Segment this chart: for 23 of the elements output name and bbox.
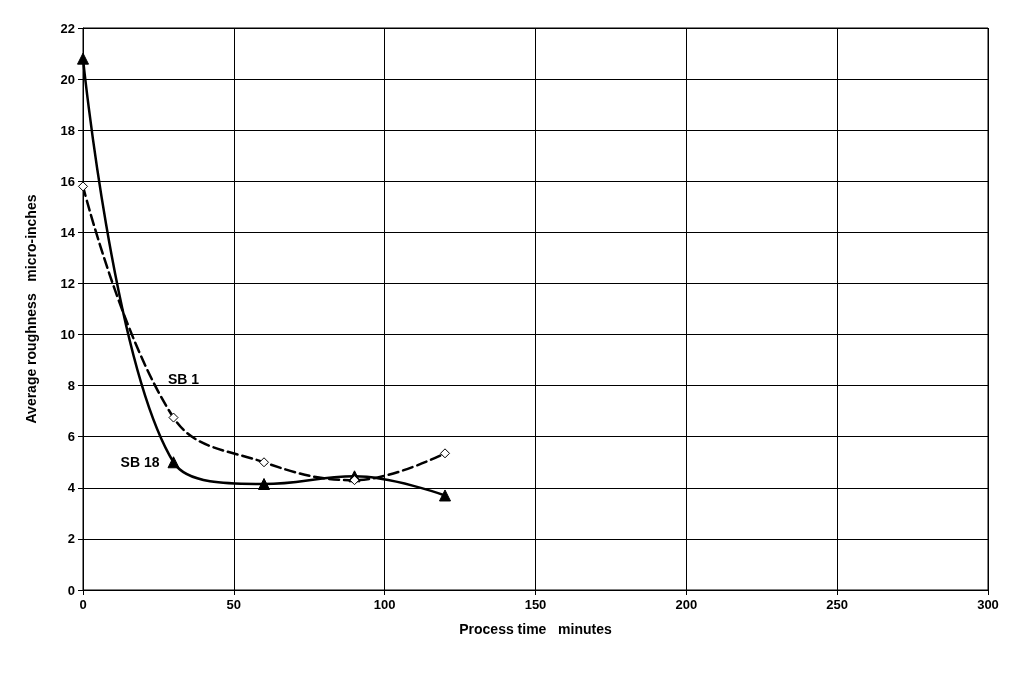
y-tick-label: 0	[67, 582, 75, 598]
x-tick-label: 300	[977, 597, 999, 612]
x-tick-label: 50	[226, 597, 242, 612]
y-tick-label: 8	[67, 378, 75, 394]
series-label: SB 18	[120, 454, 160, 471]
x-tick-label: 200	[675, 597, 698, 612]
y-tick-label: 20	[60, 71, 75, 87]
y-axis-title: Average roughness micro-inches	[23, 194, 39, 424]
y-tick-label: 10	[60, 327, 75, 343]
x-axis-title: Process time minutes	[459, 621, 612, 637]
y-tick-label: 22	[60, 20, 75, 36]
x-tick-label: 150	[524, 597, 547, 612]
y-tick-label: 4	[67, 480, 76, 496]
y-tick-label: 14	[60, 224, 76, 240]
x-tick-label: 100	[373, 597, 396, 612]
y-tick-label: 12	[60, 275, 75, 291]
y-tick-label: 16	[60, 173, 75, 189]
y-tick-label: 2	[67, 531, 75, 547]
y-tick-label: 18	[60, 122, 75, 138]
x-tick-label: 250	[826, 597, 849, 612]
series-label: SB 1	[167, 370, 200, 387]
y-tick-label: 6	[67, 429, 75, 445]
x-tick-label: 0	[79, 597, 87, 612]
